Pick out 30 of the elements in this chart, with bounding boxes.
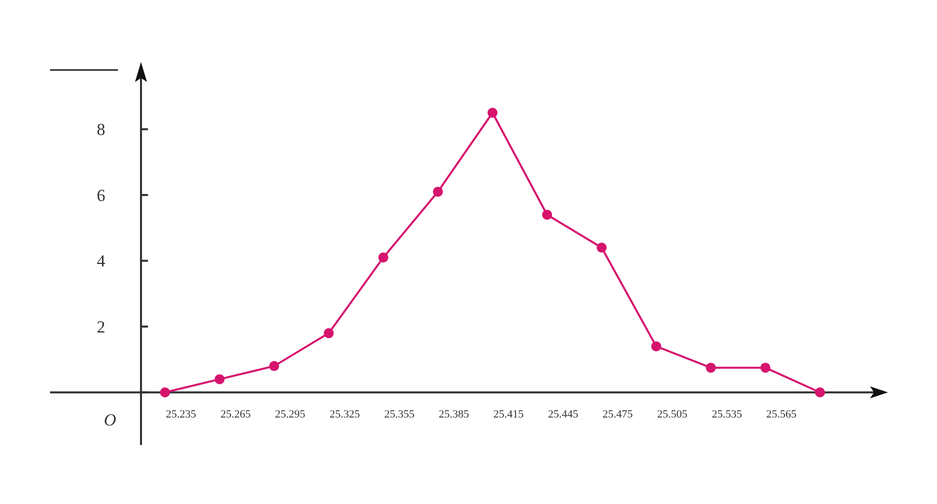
point — [760, 362, 770, 373]
y-tick-label: 8 — [96, 120, 106, 140]
point — [815, 387, 825, 398]
x-tick-label: 25.385 — [438, 408, 470, 420]
y-tick-label: 4 — [96, 252, 106, 271]
x-tick-label: 25.235 — [166, 408, 197, 420]
x-tick-label: 25.475 — [602, 408, 634, 420]
text: O — [104, 410, 116, 430]
x-tick-label: 25.325 — [330, 408, 360, 420]
point — [432, 186, 443, 197]
x-tick-label: 25.535 — [712, 408, 742, 420]
x-tick-label: 25.265 — [220, 408, 252, 420]
x-tick-label: 25.565 — [766, 408, 798, 420]
x-tick-label: 25.445 — [548, 408, 579, 420]
x-tick-label: 25.505 — [657, 408, 688, 420]
point — [378, 252, 388, 262]
x-tick-label: 25.295 — [275, 408, 306, 420]
point — [488, 108, 498, 118]
point — [542, 210, 552, 220]
point — [706, 362, 716, 373]
point — [214, 374, 225, 384]
x-tick-label: 25.415 — [493, 408, 524, 420]
point — [651, 341, 662, 352]
point — [324, 328, 334, 338]
x-tick-label: 25.355 — [384, 408, 415, 420]
y-tick-label: 2 — [96, 318, 106, 337]
y-tick-label: 6 — [96, 186, 106, 205]
point — [269, 361, 280, 372]
point — [596, 242, 607, 253]
point — [160, 387, 170, 398]
